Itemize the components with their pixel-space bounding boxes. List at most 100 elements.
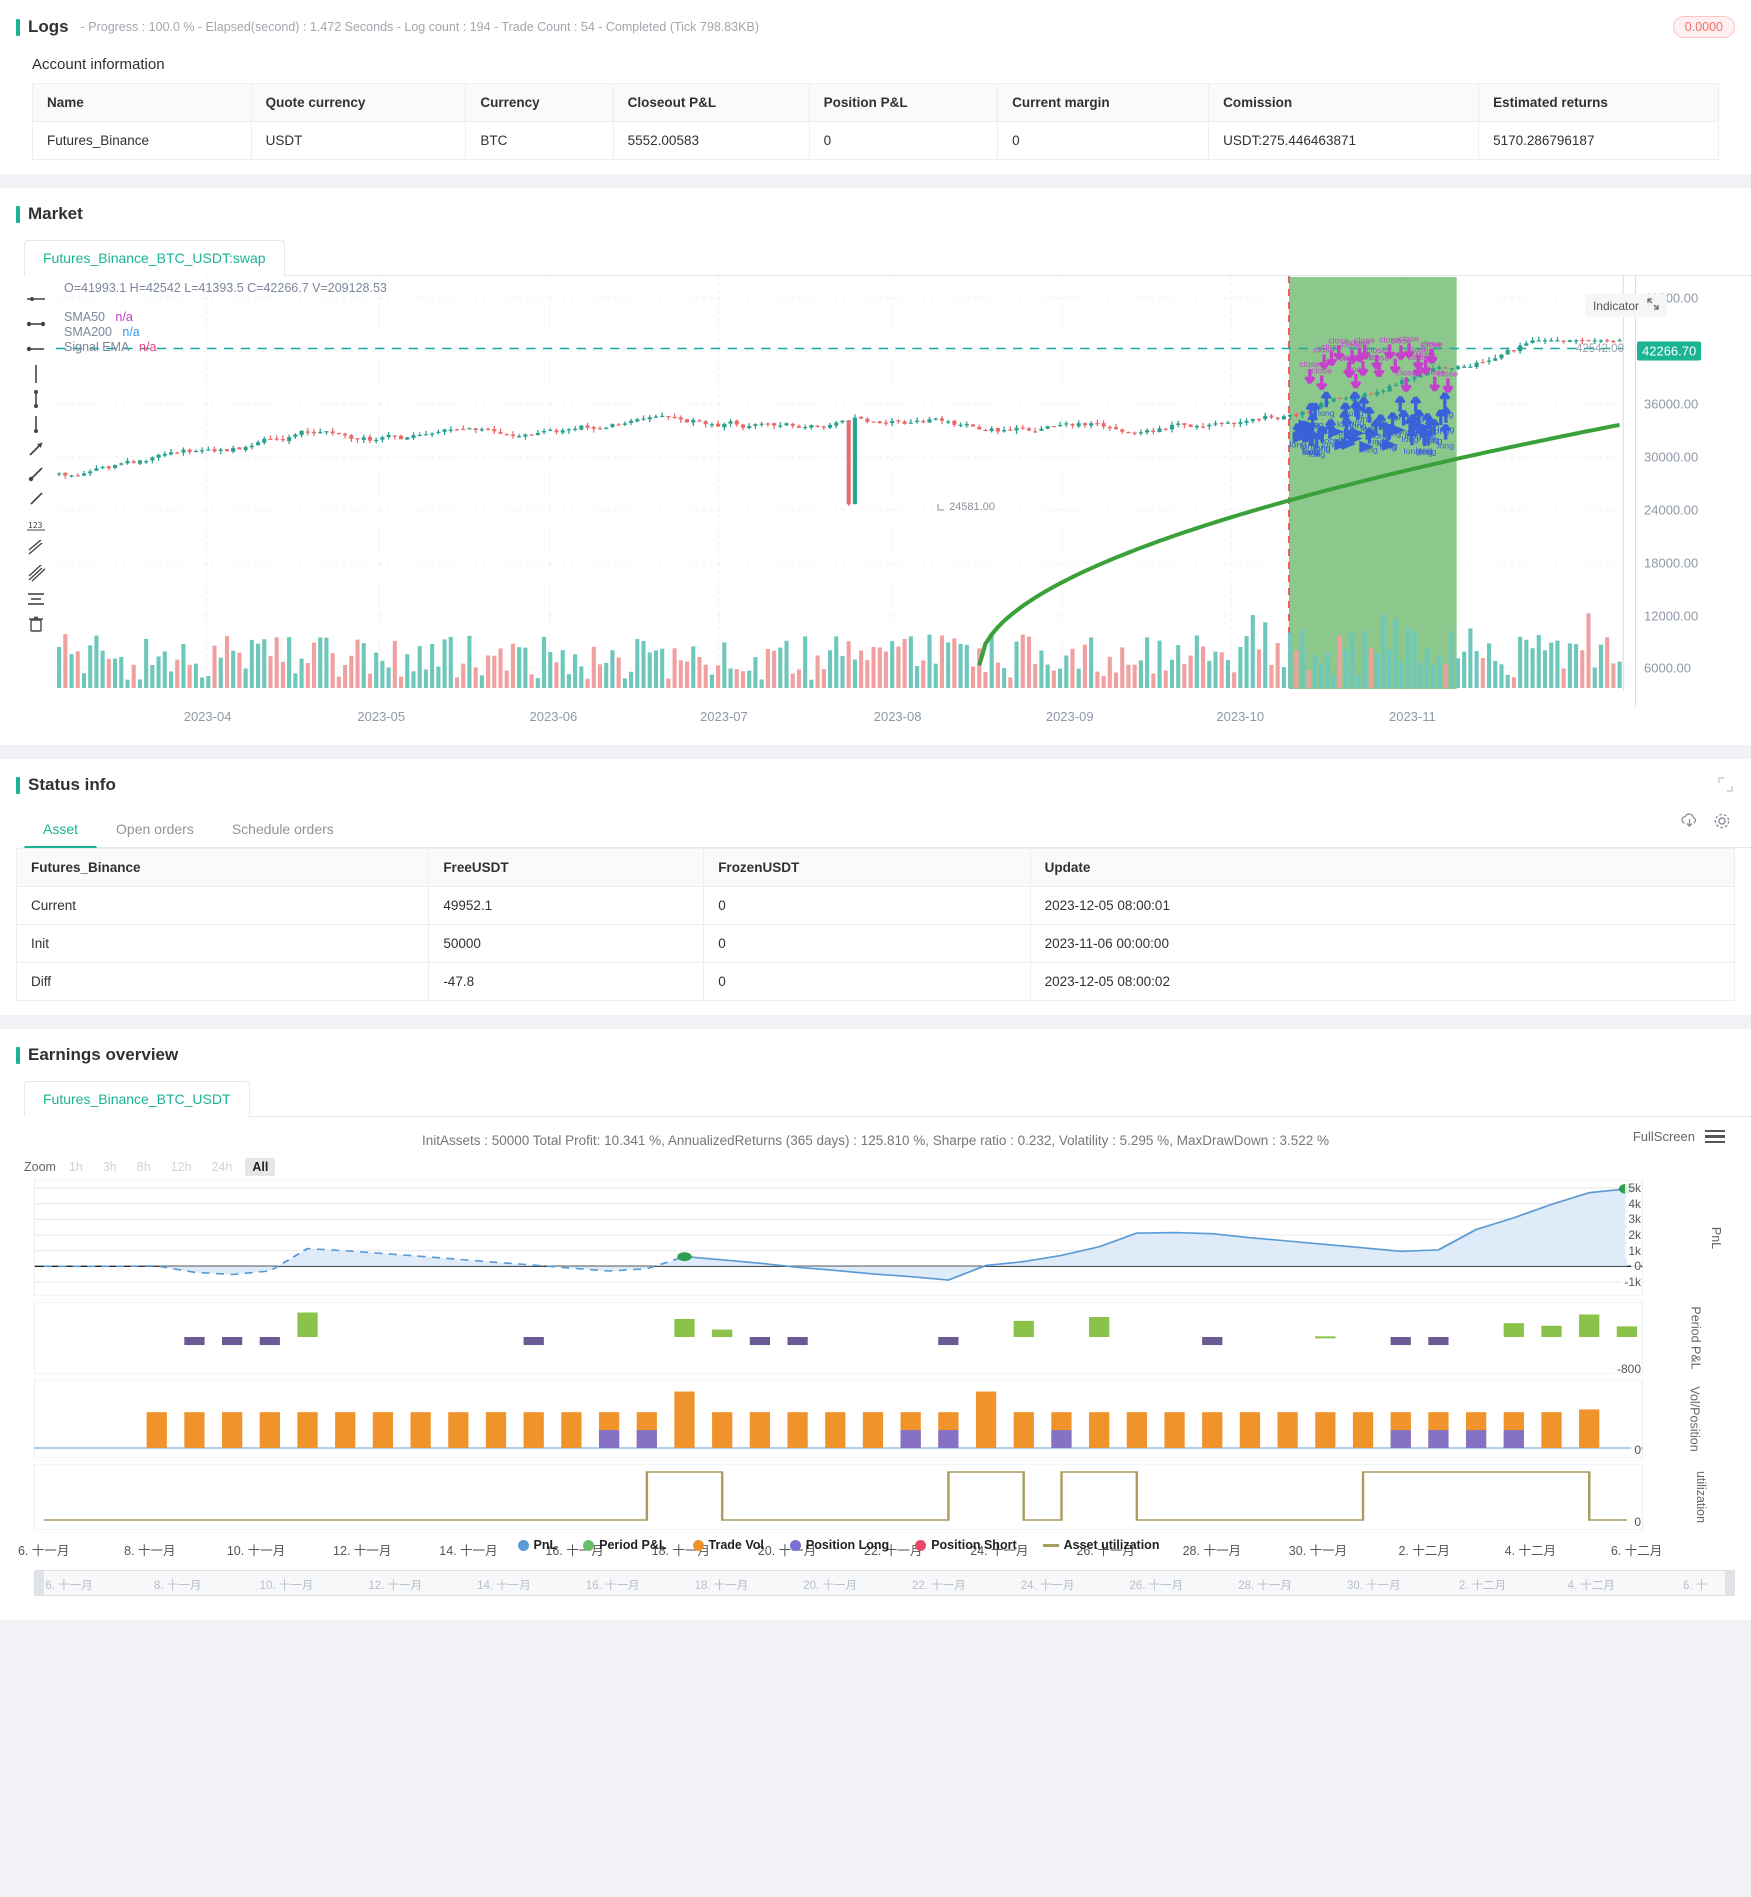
pitchfork-icon[interactable] (19, 561, 53, 586)
svg-text:long: long (1314, 443, 1331, 453)
pnl-ytick: 4k (1625, 1196, 1641, 1211)
zoom-3h[interactable]: 3h (102, 1160, 117, 1174)
zoom-8h[interactable]: 8h (136, 1160, 151, 1174)
scrollbar-track[interactable]: 6. 十一月 8. 十一月 10. 十一月 12. 十一月 14. 十一月 16. 十一月… (35, 1571, 1734, 1595)
svg-text:close: close (1379, 335, 1400, 345)
crosshair-icon[interactable] (19, 286, 53, 311)
indicator-signal-ema: Signal EMA n/a (64, 340, 157, 354)
menu-icon[interactable] (1705, 1129, 1725, 1144)
svg-text:long: long (1303, 446, 1320, 456)
cell-quote-currency: USDT (250, 121, 467, 160)
horizontal-ray-icon[interactable] (19, 336, 53, 361)
tab-schedule-orders[interactable]: Schedule orders (231, 821, 334, 837)
vertical-line-icon[interactable] (19, 361, 53, 386)
collapse-icon[interactable] (1718, 777, 1733, 796)
horizontal-levels-icon[interactable] (19, 586, 53, 611)
ray-up-icon[interactable] (19, 461, 53, 486)
earnings-xtick: 4. 十二月 (1504, 1544, 1557, 1558)
market-title: Market (28, 204, 83, 223)
earnings-range-scrollbar[interactable]: 6. 十一月 8. 十一月 10. 十一月 12. 十一月 14. 十一月 16. 十一月… (34, 1570, 1735, 1596)
scrollbar-handle-left[interactable] (35, 1571, 44, 1595)
scrollbar-xtick: 30. 十一月 (1346, 1580, 1401, 1592)
pnl-ytick: 1k (1625, 1243, 1641, 1258)
earnings-xtick: 8. 十一月 (124, 1544, 176, 1558)
fibonacci-icon[interactable]: 123 (19, 511, 53, 536)
pnl-ytick: 5k (1625, 1181, 1641, 1195)
svg-text:close: close (1314, 345, 1335, 355)
scrollbar-handle-right[interactable] (1725, 1571, 1734, 1595)
svg-text:close: close (1299, 359, 1320, 369)
earnings-xtick: 30. 十一月 (1288, 1544, 1348, 1558)
table-row: Diff -47.8 0 2023-12-05 08:00:02 (15, 962, 1736, 1001)
status-tabs: Asset Open orders Schedule orders (24, 811, 1751, 848)
earnings-chart[interactable]: PnL 5k 4k 3k 2k 1k 0 -1k Period P&L -800 Vol/P… (16, 1179, 1735, 1564)
date-tick: 2023-09 (1045, 709, 1094, 724)
svg-text:long: long (1355, 414, 1372, 424)
indicator-button[interactable]: Indicator (1584, 294, 1667, 317)
arrow-line-icon[interactable] (19, 436, 53, 461)
legend-item-trade-vol: Trade Vol (692, 1538, 764, 1552)
legend-item-position-short: Position Short (915, 1538, 1017, 1552)
svg-text:close: close (1321, 342, 1342, 352)
col-estimated-returns: Estimated returns (1478, 83, 1719, 122)
status-title-row: Status info (0, 759, 1751, 795)
cell-comission: USDT:275.446463871 (1208, 121, 1480, 160)
account-information-table: Name Quote currency Currency Closeout P&… (32, 83, 1719, 160)
svg-text:long: long (1432, 426, 1449, 436)
earnings-xtick: 6. 十二月 (1610, 1544, 1663, 1558)
cell-closeout-pl: 5552.00583 (612, 121, 810, 160)
gear-icon[interactable] (1713, 812, 1731, 833)
table-row: Init 50000 0 2023-11-06 00:00:00 (15, 924, 1736, 963)
tab-futures-binance-btc-usdt-swap[interactable]: Futures_Binance_BTC_USDT:swap (24, 240, 285, 276)
pnl-ytick: 3k (1625, 1212, 1641, 1227)
price-tick: 18000.00 (1644, 555, 1699, 571)
expand-icon[interactable] (1647, 298, 1659, 313)
low-price-marker: 24581.00 (936, 501, 995, 513)
indicator-sma50-value: n/a (115, 310, 133, 324)
zoom-all[interactable]: All (245, 1158, 276, 1176)
cell-frozen-usdt: 0 (703, 962, 1031, 1001)
scrollbar-xtick: 20. 十一月 (803, 1580, 857, 1592)
chart-drawing-toolbar[interactable]: 123 (16, 282, 56, 692)
earnings-xtick: 2. 十二月 (1398, 1544, 1450, 1558)
vertical-segment-icon[interactable] (19, 386, 53, 411)
svg-text:long: long (1395, 427, 1412, 437)
row-label-current[interactable]: Current (15, 886, 430, 925)
trend-line-icon[interactable] (19, 311, 53, 336)
zoom-24h[interactable]: 24h (211, 1160, 233, 1174)
svg-text:long: long (1350, 421, 1367, 431)
zoom-1h[interactable]: 1h (68, 1160, 83, 1174)
zoom-12h[interactable]: 12h (170, 1160, 192, 1174)
vol-ytick: 0 (1631, 1443, 1641, 1457)
diagonal-line-icon[interactable] (19, 486, 53, 511)
cell-position-pl: 0 (808, 121, 999, 160)
tab-futures-binance-btc-usdt[interactable]: Futures_Binance_BTC_USDT (24, 1081, 250, 1117)
panel-utilization: utilization 0 (33, 1463, 1708, 1531)
market-tabs: Futures_Binance_BTC_USDT:swap (24, 240, 1751, 276)
delete-icon[interactable] (19, 611, 53, 636)
fullscreen-control[interactable]: FullScreen (1633, 1129, 1725, 1144)
svg-text:close: close (1422, 339, 1443, 349)
vertical-ray-icon[interactable] (19, 411, 53, 436)
svg-text:long: long (1347, 418, 1364, 428)
price-tick: 12000.00 (1644, 608, 1699, 624)
market-chart[interactable]: 123 O=41993.1 H=42542 L=41393.5 C=42266.… (16, 276, 1735, 731)
tab-asset[interactable]: Asset (24, 811, 98, 848)
earnings-xtick: 20. 十一月 (757, 1544, 817, 1558)
svg-text:long: long (1372, 431, 1389, 441)
utilization-plot (33, 1463, 1644, 1531)
table-row: Futures_Binance USDT BTC 5552.00583 0 0 … (32, 121, 1719, 160)
svg-text:long: long (1314, 444, 1331, 454)
svg-text:close: close (1399, 334, 1420, 344)
scrollbar-xtick: 22. 十一月 (912, 1580, 966, 1592)
tab-open-orders[interactable]: Open orders (116, 821, 194, 837)
svg-text:long: long (1404, 446, 1421, 456)
logs-panel: Logs - Progress : 100.0 % - Elapsed(seco… (0, 0, 1751, 174)
svg-text:long: long (1301, 441, 1318, 451)
vol-position-plot (33, 1379, 1644, 1459)
parallel-channel-icon[interactable] (19, 536, 53, 561)
svg-text:long: long (1318, 408, 1335, 418)
market-plot-area[interactable]: O=41993.1 H=42542 L=41393.5 C=42266.7 V=… (56, 276, 1735, 731)
legend-item-period-pl: Period P&L (583, 1538, 667, 1552)
cloud-download-icon[interactable] (1680, 811, 1699, 833)
